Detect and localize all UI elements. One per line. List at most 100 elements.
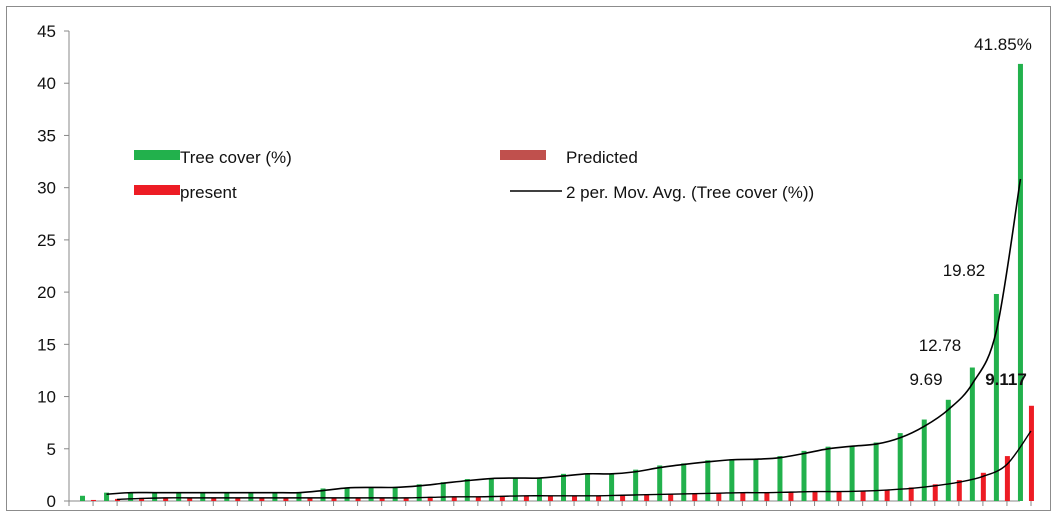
bar-tree-cover <box>585 473 591 501</box>
legend-label: Tree cover (%) <box>180 148 292 167</box>
bar-present <box>956 480 962 501</box>
legend-label: Predicted <box>566 148 638 167</box>
bar-tree-cover <box>392 487 398 501</box>
bar-present <box>1028 405 1034 501</box>
chart-frame <box>6 6 1051 511</box>
bar-tree-cover <box>993 293 999 501</box>
bar-tree-cover <box>849 445 855 501</box>
moving-average-line <box>106 178 1022 496</box>
bar-present <box>692 493 698 501</box>
y-tick-label: 20 <box>37 283 56 302</box>
bar-present <box>1004 456 1010 501</box>
bar-present <box>259 497 265 501</box>
bar-tree-cover <box>248 492 254 501</box>
bar-tree-cover <box>128 492 134 501</box>
bar-tree-cover <box>633 469 639 501</box>
bar-tree-cover <box>705 460 711 501</box>
bar-present <box>668 493 674 501</box>
y-tick-label: 25 <box>37 231 56 250</box>
bar-tree-cover <box>609 473 615 501</box>
bar-tree-cover <box>561 473 566 501</box>
bar-present <box>812 491 818 501</box>
data-label: 41.85% <box>974 35 1032 54</box>
bar-tree-cover <box>777 456 783 501</box>
bar-present <box>620 494 626 501</box>
bar-present <box>91 499 96 501</box>
bar-tree-cover <box>945 399 951 501</box>
legend-label: 2 per. Mov. Avg. (Tree cover (%)) <box>566 183 814 202</box>
bar-tree-cover <box>488 478 494 501</box>
y-tick-label: 0 <box>47 492 56 511</box>
present-trend-line <box>117 430 1032 501</box>
bar-tree-cover <box>729 459 735 501</box>
legend-swatch-0 <box>134 150 180 160</box>
bar-present <box>860 490 866 501</box>
bar-present <box>403 497 409 501</box>
y-tick-label: 35 <box>37 126 56 145</box>
bar-present <box>235 497 241 501</box>
data-label: 12.78 <box>919 336 962 355</box>
bar-present <box>764 492 770 501</box>
bar-present <box>331 497 337 501</box>
data-label: 9.117 <box>985 370 1027 389</box>
bar-present <box>283 497 289 501</box>
bar-present <box>980 472 986 501</box>
bar-present <box>596 495 602 501</box>
bar-present <box>836 491 842 501</box>
bar-present <box>307 497 313 501</box>
bar-tree-cover <box>104 492 110 501</box>
bar-tree-cover <box>80 495 85 501</box>
bar-tree-cover <box>825 446 831 501</box>
bar-tree-cover <box>921 419 927 501</box>
legend-label: present <box>180 183 237 202</box>
bar-present <box>475 496 481 501</box>
bar-tree-cover <box>272 492 278 501</box>
bar-present <box>451 496 457 501</box>
bar-present <box>187 497 193 501</box>
bar-tree-cover <box>344 487 350 501</box>
legend-swatch-1 <box>134 185 180 195</box>
y-tick-label: 40 <box>37 74 56 93</box>
bar-tree-cover <box>200 492 206 501</box>
legend-swatch-2 <box>500 150 546 160</box>
y-tick-label: 30 <box>37 179 56 198</box>
bar-present <box>163 497 169 501</box>
bar-present <box>211 497 217 501</box>
bar-tree-cover <box>440 482 446 501</box>
y-tick-label: 15 <box>37 335 56 354</box>
bar-present <box>499 495 505 501</box>
bar-tree-cover <box>152 492 158 501</box>
bar-tree-cover <box>873 442 879 501</box>
bar-present <box>932 484 938 501</box>
data-label: 19.82 <box>943 261 986 280</box>
bar-present <box>355 497 361 501</box>
bar-present <box>884 489 890 501</box>
bar-tree-cover <box>296 492 302 501</box>
bar-tree-cover <box>512 478 518 501</box>
bar-tree-cover <box>464 479 470 501</box>
bar-present <box>379 497 385 501</box>
bar-tree-cover <box>536 478 542 501</box>
bar-tree-cover <box>897 433 903 501</box>
bar-present <box>644 494 650 501</box>
bar-tree-cover <box>1017 63 1023 502</box>
bar-tree-cover <box>969 367 975 501</box>
bar-present <box>139 497 145 501</box>
bar-tree-cover <box>753 459 759 501</box>
bar-tree-cover <box>657 465 663 501</box>
bar-tree-cover <box>368 487 374 501</box>
y-tick-label: 10 <box>37 388 56 407</box>
bar-present <box>908 487 914 501</box>
bar-tree-cover <box>801 450 807 501</box>
bar-tree-cover <box>320 488 326 501</box>
y-tick-label: 45 <box>37 22 56 41</box>
y-tick-label: 5 <box>47 440 56 459</box>
bar-present <box>523 495 529 501</box>
bar-tree-cover <box>416 484 422 501</box>
bar-present <box>716 492 722 501</box>
bar-present <box>547 495 553 501</box>
bar-present <box>572 495 577 501</box>
bar-tree-cover <box>224 492 230 501</box>
bar-tree-cover <box>176 492 182 501</box>
